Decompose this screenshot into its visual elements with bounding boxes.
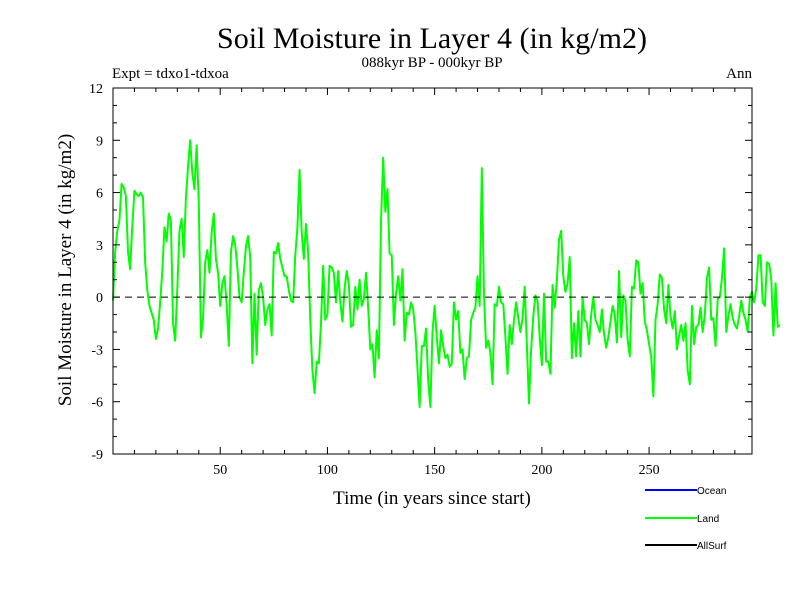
period-label: Ann [726,66,752,82]
y-tick-label: -9 [91,448,103,463]
y-tick-label: 6 [96,187,103,202]
legend-land-label: Land [697,514,719,525]
x-tick-label: 200 [531,463,552,478]
axes: -9 -6 -3 0 3 6 9 12 50 100 150 200 250 [89,82,753,478]
y-tick-label: 0 [96,291,103,306]
y-tick-label: 9 [96,134,103,149]
legend: Ocean Land AllSurf [645,486,727,552]
legend-ocean-label: Ocean [697,486,726,497]
x-tick-label: 150 [424,463,445,478]
x-tick-label: 250 [639,463,660,478]
x-axis-label: Time (in years since start) [333,488,531,509]
y-axis-label: Soil Moisture in Layer 4 (in kg/m2) [55,134,76,406]
y-tick-label: -3 [91,343,103,358]
y-tick-label: -6 [91,396,103,411]
y-tick-label: 3 [96,239,103,254]
chart-subtitle: 088kyr BP - 000kyr BP [361,55,502,71]
x-tick-label: 100 [317,463,338,478]
series-line-land [112,139,781,408]
legend-allsurf-label: AllSurf [697,541,727,552]
x-tick-label: 50 [213,463,227,478]
experiment-label: Expt = tdxo1-tdxoa [112,66,229,82]
plot-frame [112,87,753,455]
plot-area [112,139,781,408]
chart-title: Soil Moisture in Layer 4 (in kg/m2) [217,22,647,55]
y-tick-label: 12 [89,82,103,97]
